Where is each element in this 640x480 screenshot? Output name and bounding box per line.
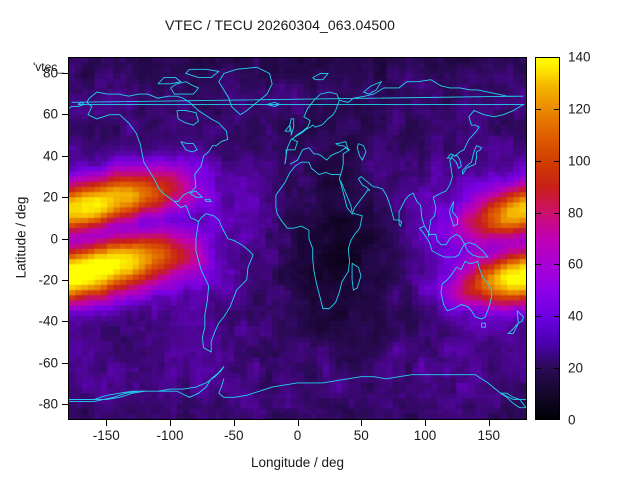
y-tick-mark <box>62 404 68 406</box>
coastline-path <box>276 150 350 195</box>
colorbar <box>535 57 560 420</box>
x-tick-label: 100 <box>413 428 437 443</box>
coastline-path <box>463 146 482 175</box>
coastline-path <box>205 199 211 201</box>
colorbar-tick-right <box>554 368 560 370</box>
coastline-path <box>441 261 492 319</box>
y-tick-label: 40 <box>42 148 58 164</box>
coastline-path <box>69 391 145 399</box>
coastline-path <box>177 111 199 125</box>
colorbar-tick-right <box>554 160 560 162</box>
coastline-path <box>352 263 361 290</box>
y-tick-mark <box>62 72 68 74</box>
x-tick-mark <box>233 420 235 426</box>
y-tick-label: 20 <box>42 189 58 205</box>
coastline-path <box>364 82 382 94</box>
y-tick-mark <box>62 238 68 240</box>
colorbar-tick-label: 60 <box>568 256 584 272</box>
y-tick-mark <box>62 321 68 323</box>
y-tick-mark <box>62 279 68 281</box>
y-tick-label: -20 <box>38 272 58 288</box>
colorbar-tick-left <box>535 316 541 318</box>
x-tick-label: -100 <box>156 428 184 443</box>
x-tick-mark <box>170 420 171 426</box>
colorbar-tick-label: 20 <box>568 360 584 376</box>
coastline-path <box>341 181 352 212</box>
coastline-path <box>158 78 181 84</box>
y-tick-mark <box>62 362 68 364</box>
colorbar-tick-left <box>535 264 541 266</box>
coastline-path <box>357 144 366 161</box>
y-tick-mark <box>62 114 68 116</box>
colorbar-tick-label: 40 <box>568 308 584 324</box>
colorbar-tick-label: 120 <box>568 101 591 117</box>
y-tick-mark <box>62 155 68 157</box>
coastline-path <box>219 379 298 398</box>
colorbar-tick-label: 80 <box>568 205 584 221</box>
x-tick-mark <box>106 420 108 426</box>
coastline-path <box>285 125 290 131</box>
vtec-map-plot-area <box>68 57 527 420</box>
coastline-path <box>508 311 523 334</box>
coastline-path <box>186 69 219 77</box>
colorbar-tick-label: 0 <box>568 412 576 428</box>
coastline-path <box>69 102 523 236</box>
coastline-path <box>190 191 203 197</box>
colorbar-tick-right <box>554 264 560 266</box>
colorbar-tick-left <box>535 368 541 370</box>
colorbar-tick-label: 100 <box>568 153 591 169</box>
colorbar-tick-left <box>535 212 541 214</box>
x-tick-label: 150 <box>477 428 501 443</box>
colorbar-tick-left <box>535 160 541 162</box>
page-title: VTEC / TECU 20260304_063.04500 <box>164 17 395 33</box>
stray-series-label: 'vtec_ <box>33 60 64 74</box>
coastline-path <box>285 92 340 164</box>
y-tick-label: 80 <box>42 65 58 81</box>
colorbar-tick-left <box>535 108 541 110</box>
x-tick-mark <box>297 420 299 426</box>
coastline-path <box>219 67 272 114</box>
y-tick-label: -80 <box>38 396 58 412</box>
colorbar-tick-label: 140 <box>568 49 591 65</box>
x-axis-title: Longitude / deg <box>250 455 345 470</box>
colorbar-tick-right <box>554 108 560 110</box>
colorbar-tick-right <box>554 316 560 318</box>
y-tick-label: 60 <box>42 106 58 122</box>
coastline-path <box>450 201 458 226</box>
coastline-path <box>276 175 362 309</box>
coastline-path <box>399 220 402 226</box>
coastline-path <box>298 375 527 400</box>
coastline-path <box>313 73 328 79</box>
x-tick-label: -150 <box>92 428 120 443</box>
coastline-path <box>171 82 199 94</box>
colorbar-tick-right <box>554 212 560 214</box>
x-tick-label: -50 <box>223 428 244 443</box>
y-tick-label: 0 <box>50 231 58 246</box>
coastline-path <box>419 226 488 257</box>
y-tick-label: -40 <box>38 313 58 329</box>
x-tick-mark <box>488 420 490 426</box>
coastline-path <box>290 142 350 165</box>
coastline-path <box>69 366 224 401</box>
coastline-path <box>352 177 429 237</box>
coastline-path <box>501 393 526 407</box>
coastline-path <box>290 119 294 136</box>
coastline-path <box>482 323 486 327</box>
coastline-path <box>87 92 228 201</box>
y-tick-label: -60 <box>38 355 58 371</box>
coastline-overlay <box>69 58 526 419</box>
x-tick-mark <box>361 420 363 426</box>
coastline-path <box>87 102 199 222</box>
x-tick-mark <box>425 420 426 426</box>
x-tick-label: 0 <box>293 428 302 443</box>
coastline-path <box>72 80 524 103</box>
x-tick-label: 50 <box>353 428 369 443</box>
coastline-path <box>181 142 198 152</box>
y-tick-mark <box>62 197 68 198</box>
coastline-path <box>196 214 253 352</box>
